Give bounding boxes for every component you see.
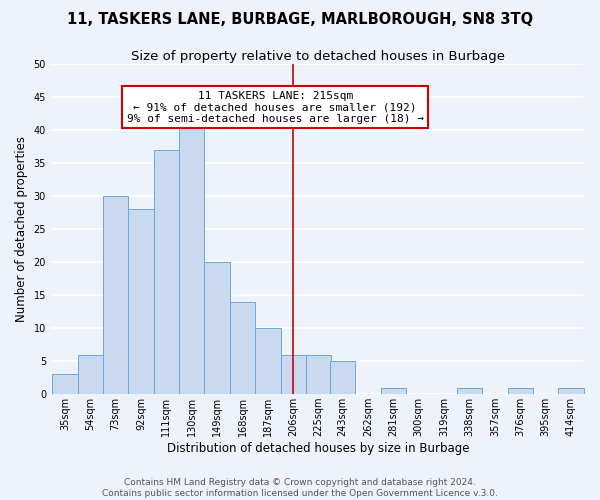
Title: Size of property relative to detached houses in Burbage: Size of property relative to detached ho… [131,50,505,63]
Bar [52,374,77,394]
Bar [103,196,128,394]
Bar [306,354,331,394]
Text: Contains HM Land Registry data © Crown copyright and database right 2024.
Contai: Contains HM Land Registry data © Crown c… [102,478,498,498]
Bar [179,117,205,394]
Bar [330,361,355,394]
Bar [77,354,103,394]
Bar [205,262,230,394]
Y-axis label: Number of detached properties: Number of detached properties [15,136,28,322]
X-axis label: Distribution of detached houses by size in Burbage: Distribution of detached houses by size … [167,442,469,455]
Bar [558,388,584,394]
Bar [230,302,255,394]
Bar [508,388,533,394]
Text: 11, TASKERS LANE, BURBAGE, MARLBOROUGH, SN8 3TQ: 11, TASKERS LANE, BURBAGE, MARLBOROUGH, … [67,12,533,28]
Bar [128,210,154,394]
Bar [457,388,482,394]
Bar [255,328,281,394]
Text: 11 TASKERS LANE: 215sqm
← 91% of detached houses are smaller (192)
9% of semi-de: 11 TASKERS LANE: 215sqm ← 91% of detache… [127,90,424,124]
Bar [381,388,406,394]
Bar [154,150,179,394]
Bar [281,354,306,394]
